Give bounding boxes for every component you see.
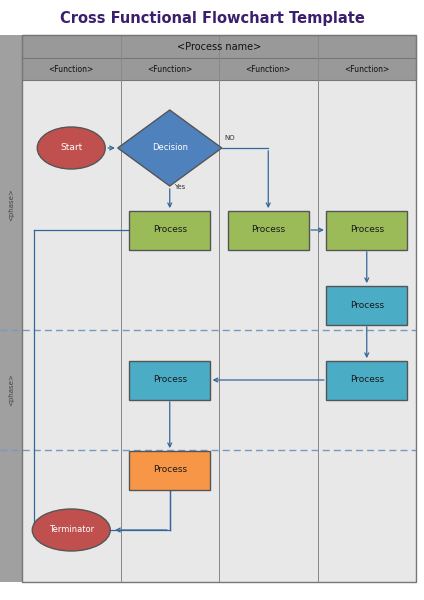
FancyBboxPatch shape xyxy=(326,211,407,250)
Text: Yes: Yes xyxy=(174,184,185,190)
Text: <Function>: <Function> xyxy=(147,64,192,73)
Text: Process: Process xyxy=(153,466,187,475)
Text: <Function>: <Function> xyxy=(49,64,94,73)
Text: Process: Process xyxy=(153,376,187,385)
Text: <Function>: <Function> xyxy=(245,64,291,73)
Text: <Function>: <Function> xyxy=(344,64,389,73)
Text: Process: Process xyxy=(153,226,187,235)
Text: Process: Process xyxy=(350,226,384,235)
Text: Process: Process xyxy=(350,376,384,385)
Ellipse shape xyxy=(32,509,110,551)
Polygon shape xyxy=(118,110,222,186)
Text: Terminator: Terminator xyxy=(49,526,94,535)
Text: <Process name>: <Process name> xyxy=(177,41,261,52)
FancyBboxPatch shape xyxy=(326,286,407,325)
FancyBboxPatch shape xyxy=(22,80,120,582)
Text: Process: Process xyxy=(251,226,285,235)
FancyBboxPatch shape xyxy=(22,58,416,80)
FancyBboxPatch shape xyxy=(129,361,210,400)
FancyBboxPatch shape xyxy=(326,361,407,400)
FancyBboxPatch shape xyxy=(129,451,210,490)
Text: Process: Process xyxy=(350,301,384,310)
Text: NO: NO xyxy=(225,135,235,141)
FancyBboxPatch shape xyxy=(228,211,309,250)
FancyBboxPatch shape xyxy=(22,35,416,58)
FancyBboxPatch shape xyxy=(318,80,416,582)
Text: <phase>: <phase> xyxy=(8,374,14,406)
Text: <phase>: <phase> xyxy=(8,188,14,221)
Text: Cross Functional Flowchart Template: Cross Functional Flowchart Template xyxy=(59,10,365,25)
Text: Decision: Decision xyxy=(152,143,188,152)
FancyBboxPatch shape xyxy=(219,80,318,582)
FancyBboxPatch shape xyxy=(0,35,22,582)
FancyBboxPatch shape xyxy=(129,211,210,250)
FancyBboxPatch shape xyxy=(120,80,219,582)
Text: Start: Start xyxy=(60,143,82,152)
Ellipse shape xyxy=(37,127,105,169)
